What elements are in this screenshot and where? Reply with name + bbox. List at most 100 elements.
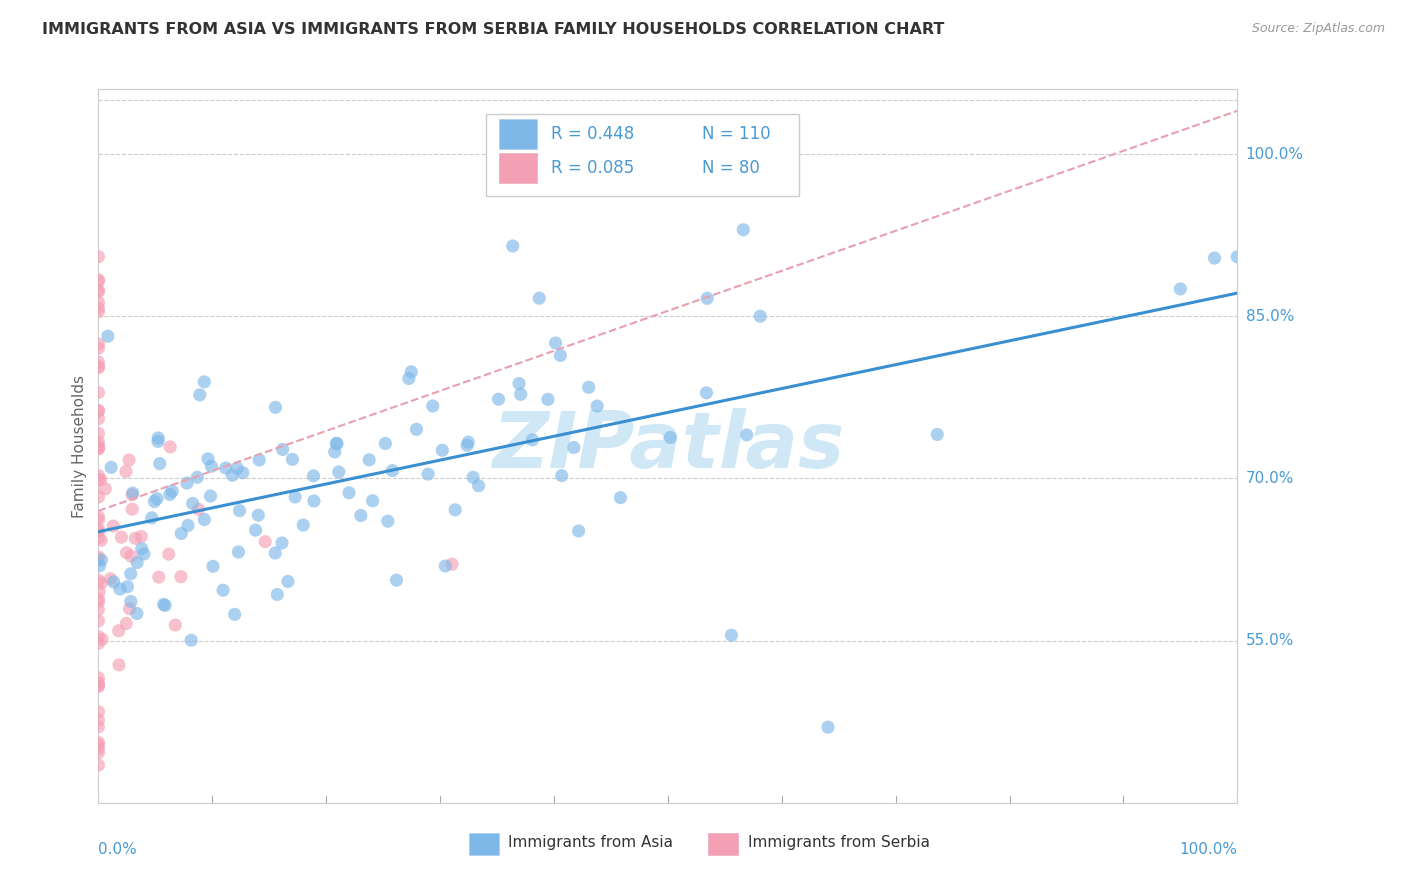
Point xyxy=(422,399,444,413)
Point xyxy=(117,580,139,594)
Point xyxy=(87,473,110,487)
Point xyxy=(170,526,193,541)
Point xyxy=(87,680,110,694)
Y-axis label: Family Households: Family Households xyxy=(72,375,87,517)
Point xyxy=(87,274,110,288)
Point xyxy=(434,558,457,573)
Point xyxy=(228,545,250,559)
Point xyxy=(115,616,138,631)
Point xyxy=(271,536,294,550)
Point xyxy=(87,595,110,609)
Point xyxy=(228,504,250,518)
Point xyxy=(148,570,170,584)
Point xyxy=(87,341,110,355)
Point xyxy=(143,494,166,508)
Point xyxy=(87,442,110,456)
Point xyxy=(187,502,209,516)
Point xyxy=(115,546,138,560)
Point xyxy=(87,758,110,772)
Point xyxy=(157,547,180,561)
Point xyxy=(266,587,288,601)
Point xyxy=(509,387,531,401)
Point xyxy=(377,514,399,528)
Text: ZIPatlas: ZIPatlas xyxy=(492,408,844,484)
Text: N = 80: N = 80 xyxy=(702,159,759,177)
Point xyxy=(181,496,204,510)
Point xyxy=(522,433,544,447)
Point xyxy=(659,430,682,444)
Point xyxy=(817,720,839,734)
Point xyxy=(193,512,215,526)
Text: N = 110: N = 110 xyxy=(702,125,770,143)
Point xyxy=(131,541,153,556)
Text: IMMIGRANTS FROM ASIA VS IMMIGRANTS FROM SERBIA FAMILY HOUSEHOLDS CORRELATION CHA: IMMIGRANTS FROM ASIA VS IMMIGRANTS FROM … xyxy=(42,22,945,37)
Point xyxy=(110,530,132,544)
FancyBboxPatch shape xyxy=(485,114,799,196)
Point xyxy=(1170,282,1192,296)
Point xyxy=(87,630,110,644)
Point xyxy=(87,522,110,536)
Point xyxy=(108,657,131,672)
Point xyxy=(200,459,222,474)
Point xyxy=(264,401,287,415)
Point xyxy=(568,524,591,538)
Point xyxy=(91,632,114,647)
Point xyxy=(271,442,294,457)
Point xyxy=(121,486,143,500)
Point xyxy=(398,371,420,385)
Point xyxy=(118,601,141,615)
Point xyxy=(749,310,772,324)
Point xyxy=(87,524,110,539)
Point xyxy=(586,399,609,413)
Point xyxy=(733,223,755,237)
Point xyxy=(87,273,110,287)
Point xyxy=(90,533,112,548)
Point xyxy=(502,239,524,253)
Point xyxy=(720,628,742,642)
Point xyxy=(87,549,110,564)
Point xyxy=(149,457,172,471)
Point xyxy=(444,503,467,517)
Point xyxy=(87,736,110,750)
Point xyxy=(120,549,142,563)
Point xyxy=(441,558,464,572)
Point xyxy=(177,518,200,533)
Point xyxy=(165,618,187,632)
Point xyxy=(89,558,111,573)
Point xyxy=(87,573,110,587)
Point xyxy=(152,598,174,612)
Point xyxy=(292,518,315,533)
Point xyxy=(696,291,718,305)
Bar xyxy=(468,833,499,855)
Point xyxy=(160,484,183,499)
Bar xyxy=(707,833,738,855)
Point xyxy=(326,436,349,450)
Point xyxy=(281,452,304,467)
Point xyxy=(325,436,347,450)
Point xyxy=(115,465,138,479)
Point xyxy=(247,508,270,523)
Point xyxy=(467,479,489,493)
Text: 85.0%: 85.0% xyxy=(1246,309,1294,324)
Point xyxy=(87,602,110,616)
Point xyxy=(103,574,125,589)
Point xyxy=(87,614,110,628)
Point xyxy=(87,442,110,456)
Point xyxy=(141,511,163,525)
Point xyxy=(245,523,267,537)
Point xyxy=(277,574,299,589)
Point xyxy=(508,376,530,391)
Bar xyxy=(499,120,537,149)
Point xyxy=(107,624,129,638)
Point xyxy=(578,380,600,394)
Point xyxy=(120,594,142,608)
Point xyxy=(212,583,235,598)
Point xyxy=(456,438,478,452)
Point xyxy=(87,295,110,310)
Text: Immigrants from Serbia: Immigrants from Serbia xyxy=(748,835,929,849)
Point xyxy=(87,355,110,369)
Point xyxy=(100,460,122,475)
Point xyxy=(87,250,110,264)
Point xyxy=(215,461,238,475)
Point xyxy=(87,671,110,685)
